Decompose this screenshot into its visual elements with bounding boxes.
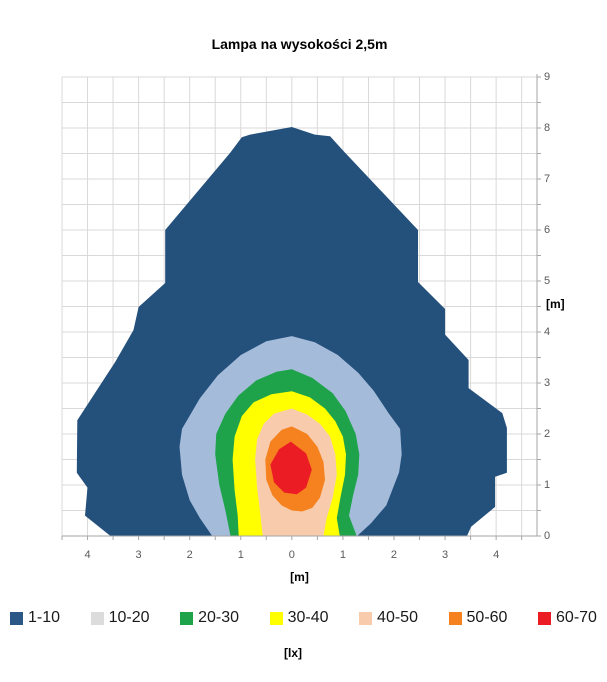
legend-item: 30-40	[269, 609, 329, 627]
y-tick-label: 7	[544, 173, 551, 185]
legend: 1-10 10-20 20-30 30-40 40-50 50-60 60-70	[0, 609, 607, 627]
y-tick-label: 3	[544, 377, 551, 389]
legend-item-label: 50-60	[466, 609, 508, 626]
legend-swatch-icon	[448, 611, 462, 625]
y-axis-title: [m]	[546, 297, 565, 311]
legend-item-label: 1-10	[28, 609, 61, 626]
y-tick-label: 9	[544, 71, 551, 83]
legend-item-label: 30-40	[287, 609, 329, 626]
x-tick-label: 1	[237, 549, 244, 561]
legend-item: 10-20	[90, 609, 150, 627]
y-tick-label: 1	[544, 479, 551, 491]
contour-region-60-70	[270, 441, 312, 495]
x-tick-label: 3	[442, 549, 449, 561]
legend-swatch-icon	[359, 611, 373, 625]
y-tick-label: 5	[544, 275, 551, 287]
legend-swatch-icon	[10, 611, 23, 625]
y-tick-label: 0	[544, 530, 551, 542]
chart-title: Lampa na wysokości 2,5m	[211, 36, 388, 52]
x-tick-label: 3	[135, 549, 142, 561]
legend-swatch-icon	[269, 611, 283, 625]
y-tick-label: 2	[544, 428, 551, 440]
x-tick-label: 4	[493, 549, 500, 561]
x-tick-label: 4	[84, 549, 91, 561]
legend-item-label: 60-70	[556, 609, 597, 626]
legend-unit-label: [lx]	[284, 646, 302, 660]
legend-item: 20-30	[180, 609, 239, 627]
y-tick-label: 8	[544, 122, 551, 134]
legend-item-label: 10-20	[108, 609, 150, 626]
legend-item: 1-10	[10, 609, 60, 627]
y-tick-label: 6	[544, 224, 551, 236]
x-tick-label: 0	[288, 549, 295, 561]
legend-item: 60-70	[538, 609, 597, 627]
legend-item: 40-50	[359, 609, 418, 627]
legend-swatch-icon	[180, 611, 194, 625]
y-tick-label: 4	[544, 326, 551, 338]
legend-swatch-icon	[90, 611, 104, 625]
legend-item-label: 20-30	[198, 609, 239, 626]
legend-item: 50-60	[448, 609, 508, 627]
x-axis-title: [m]	[290, 570, 309, 584]
legend-swatch-icon	[538, 611, 552, 625]
x-tick-label: 1	[339, 549, 346, 561]
x-tick-label: 2	[390, 549, 398, 561]
legend-item-label: 40-50	[377, 609, 418, 626]
x-tick-label: 2	[186, 549, 193, 561]
